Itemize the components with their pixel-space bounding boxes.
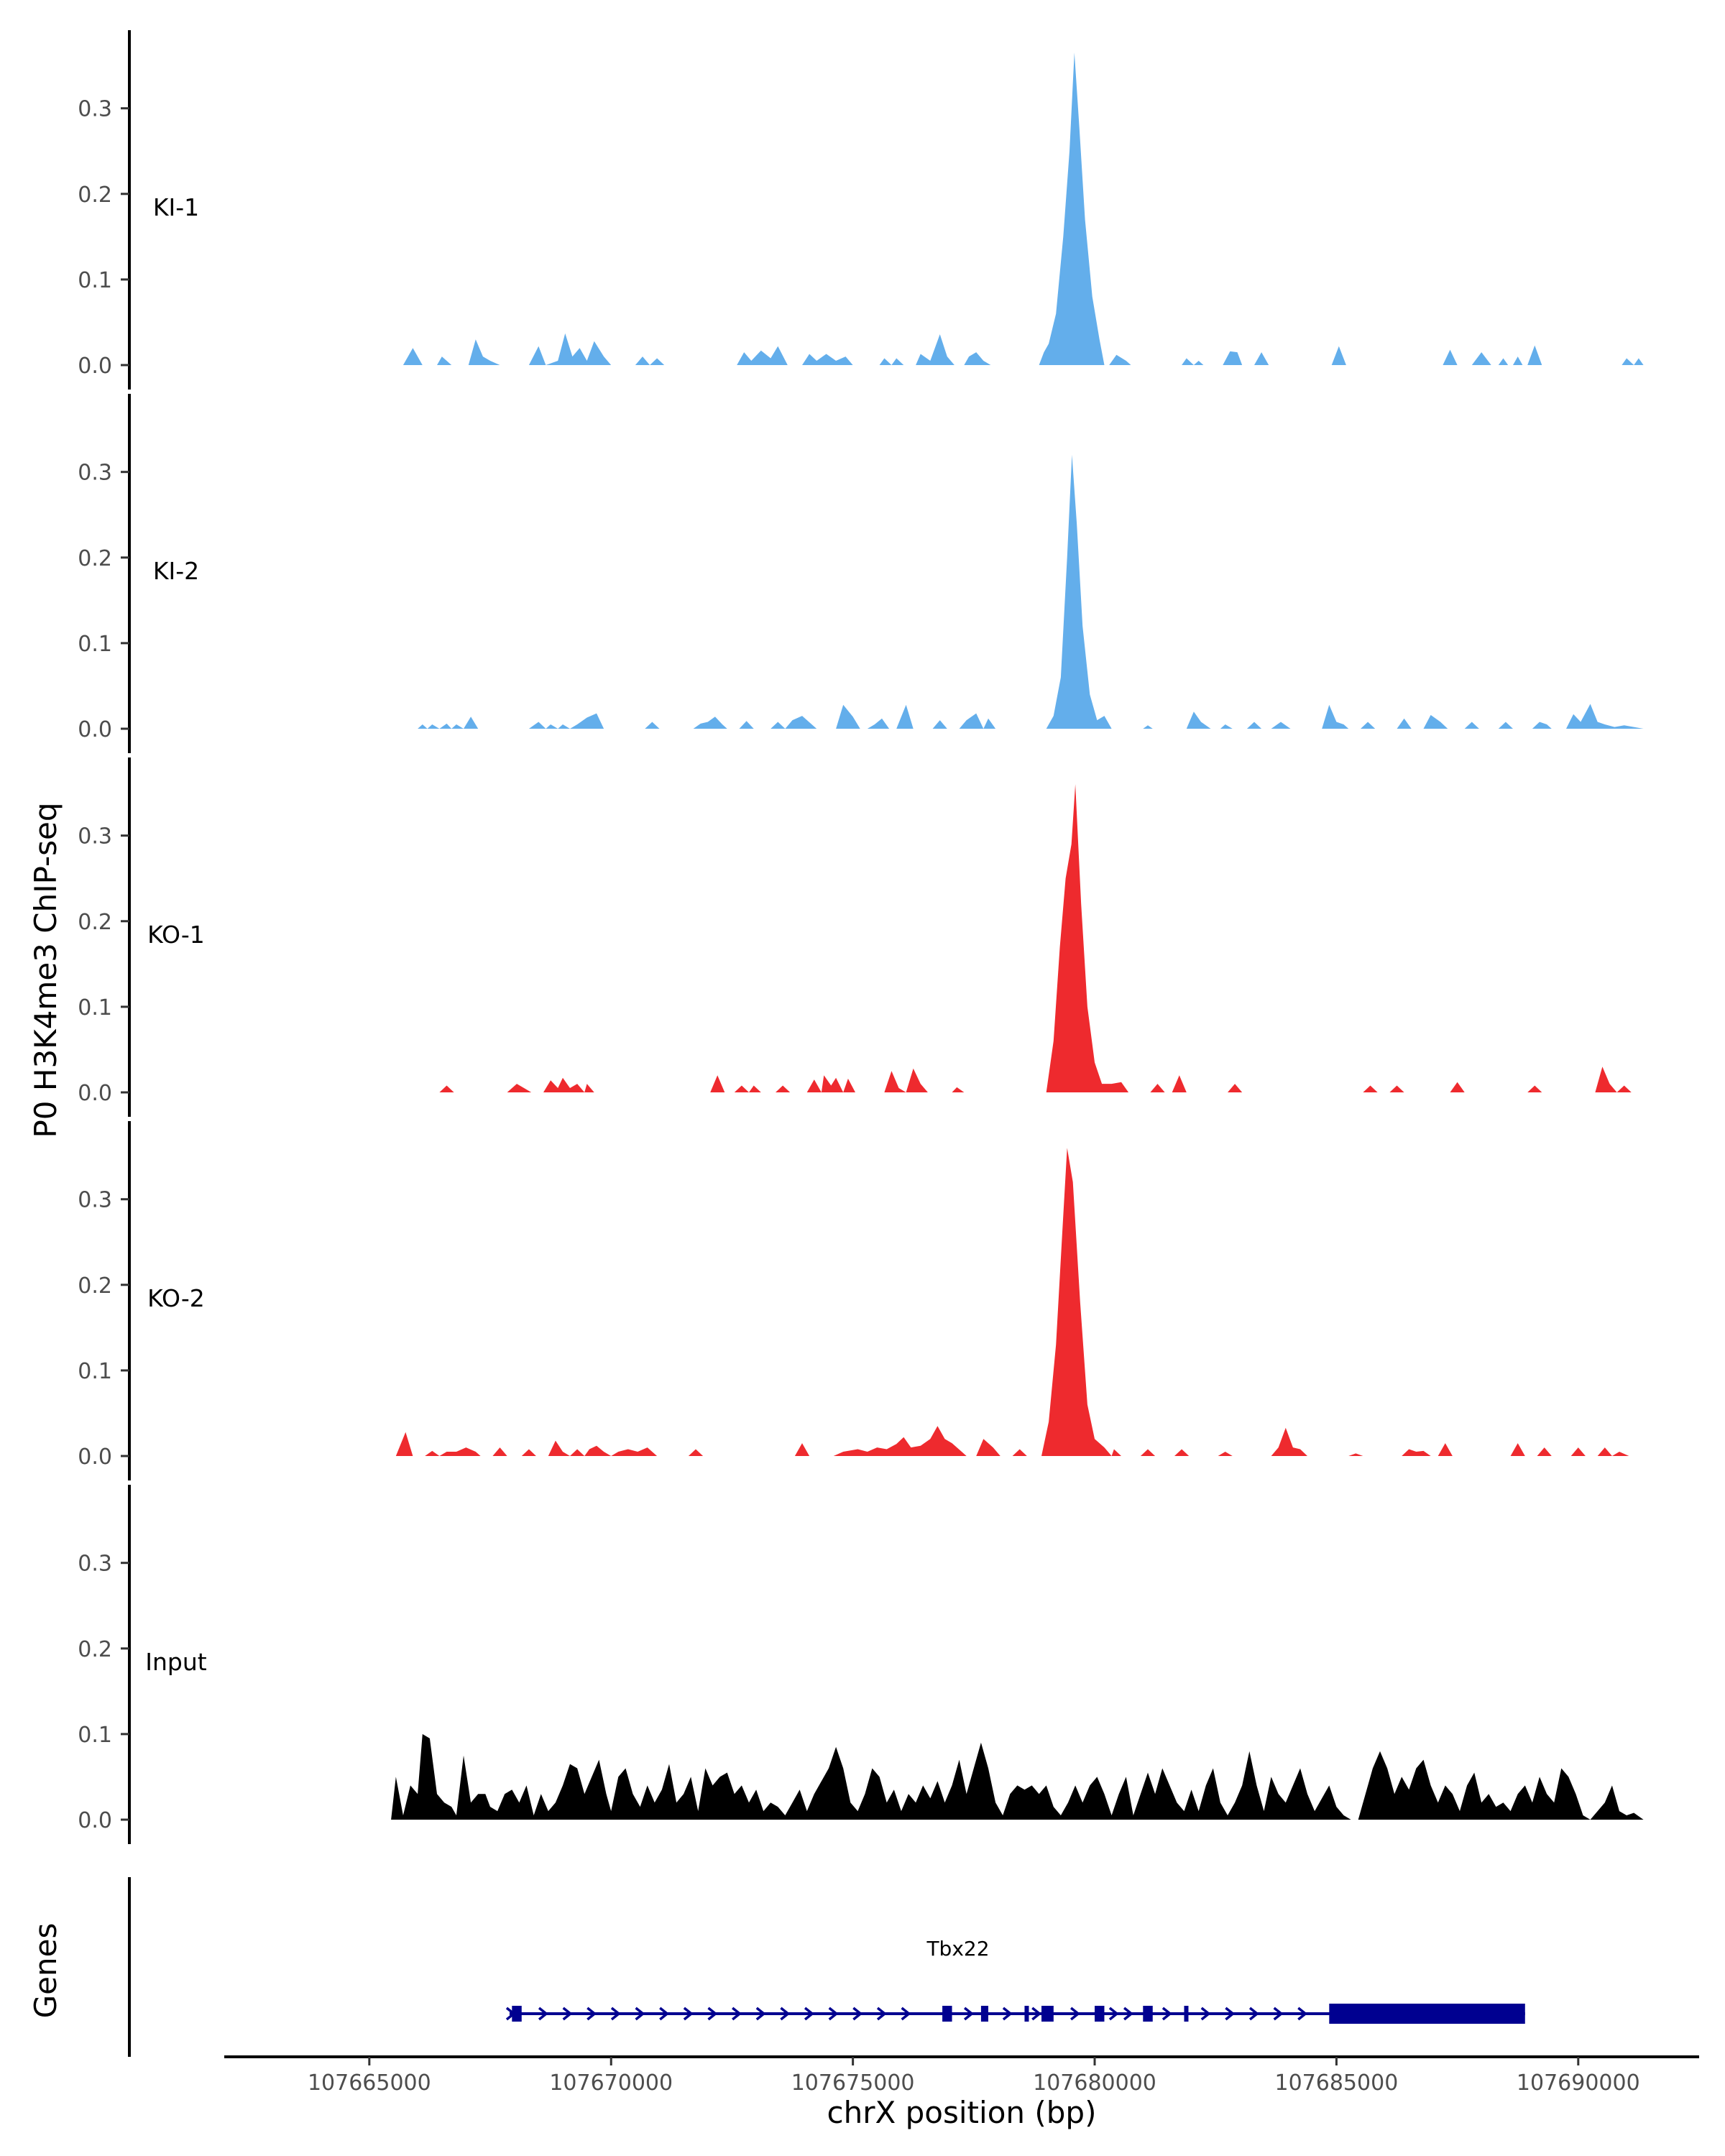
strand-arrow <box>1108 2007 1119 2021</box>
y-tick-label: 0.3 <box>78 1552 112 1577</box>
gene-track-title: Genes <box>28 1923 63 2019</box>
strand-arrow <box>755 2007 766 2021</box>
y-tick-label: 0.1 <box>78 1359 112 1384</box>
strand-arrow <box>683 2007 694 2021</box>
x-tick-label: 107690000 <box>1517 2070 1640 2096</box>
y-tick-label: 0.1 <box>78 1723 112 1748</box>
y-tick-label: 0.0 <box>78 1808 112 1833</box>
strand-arrow <box>610 2007 621 2021</box>
y-axis-title: P0 H3K4me3 ChIP-seq <box>28 802 63 1138</box>
exon-block <box>1143 2006 1153 2022</box>
y-tick-label: 0.2 <box>78 910 112 935</box>
strand-arrow <box>1297 2007 1308 2021</box>
strand-arrow <box>780 2007 791 2021</box>
strand-arrow <box>659 2007 670 2021</box>
x-axis: chrX position (bp) 107665000 107670000 107… <box>224 2055 1699 2130</box>
x-tick-label: 107680000 <box>1033 2070 1156 2096</box>
y-tick-label: 0.1 <box>78 268 112 293</box>
exon-block <box>942 2006 952 2022</box>
y-tick-label: 0.2 <box>78 546 112 571</box>
signal-area-input <box>391 1733 1644 1820</box>
strand-arrow <box>732 2007 742 2021</box>
strand-arrow <box>538 2007 548 2021</box>
track-label: KI-1 <box>153 193 199 221</box>
y-tick-label: 0.3 <box>78 97 112 122</box>
exon-block <box>1329 2004 1525 2024</box>
track-ki-2: 0.0 0.1 0.2 0.3 KI-2 <box>78 394 1644 753</box>
y-tick-label: 0.0 <box>78 717 112 742</box>
strand-arrow <box>1162 2007 1172 2021</box>
strand-arrow <box>1123 2007 1133 2021</box>
y-tick-label: 0.0 <box>78 1445 112 1470</box>
y-tick-label: 0.1 <box>78 632 112 657</box>
signal-area-ki-1 <box>402 52 1644 366</box>
track-label: KO-1 <box>147 921 205 949</box>
x-tick-label: 107675000 <box>791 2070 915 2096</box>
y-tick-label: 0.2 <box>78 1273 112 1299</box>
gene-track: Genes Tbx22 <box>28 1877 1525 2057</box>
gene-name-label: Tbx22 <box>926 1937 989 1961</box>
track-ko-2: 0.0 0.1 0.2 0.3 KO-2 <box>78 1121 1629 1480</box>
exon-block <box>980 2006 989 2022</box>
y-tick-label: 0.3 <box>78 824 112 849</box>
strand-arrow <box>804 2007 814 2021</box>
track-ko-1: 0.0 0.1 0.2 0.3 KO-1 <box>78 757 1632 1117</box>
y-tick-label: 0.0 <box>78 354 112 379</box>
signal-area-ki-2 <box>418 454 1644 729</box>
y-tick-label: 0.0 <box>78 1081 112 1106</box>
y-axis-title-group: P0 H3K4me3 ChIP-seq <box>28 802 63 1138</box>
strand-arrow <box>876 2007 887 2021</box>
strand-arrow <box>852 2007 863 2021</box>
strand-arrow <box>1273 2007 1284 2021</box>
y-tick-label: 0.3 <box>78 461 112 486</box>
strand-arrow <box>707 2007 718 2021</box>
y-tick-label: 0.2 <box>78 183 112 208</box>
exon-block <box>1184 2006 1189 2022</box>
track-input: 0.0 0.1 0.2 0.3 Input <box>78 1485 1644 1844</box>
x-axis-title: chrX position (bp) <box>827 2095 1097 2130</box>
exon-block <box>1024 2006 1029 2022</box>
strand-arrow <box>828 2007 839 2021</box>
track-label: KI-2 <box>153 557 199 585</box>
strand-arrow <box>963 2007 974 2021</box>
y-tick-label: 0.1 <box>78 995 112 1021</box>
strand-arrow <box>1070 2007 1080 2021</box>
y-tick-label: 0.3 <box>78 1188 112 1213</box>
x-tick-label: 107685000 <box>1275 2070 1399 2096</box>
x-tick-label: 107665000 <box>308 2070 431 2096</box>
strand-arrow <box>901 2007 911 2021</box>
signal-area-ko-1 <box>439 784 1632 1092</box>
x-tick-label: 107670000 <box>549 2070 673 2096</box>
strand-arrow <box>1200 2007 1211 2021</box>
signal-tracks: 0.00.10.20.3KI-10.00.10.20.3KI-20.00.10.… <box>78 30 1644 1844</box>
track-ki-1: 0.0 0.1 0.2 0.3 KI-1 <box>78 30 1644 390</box>
strand-arrow <box>1248 2007 1259 2021</box>
track-label: KO-2 <box>147 1284 205 1312</box>
strand-arrow <box>1225 2007 1236 2021</box>
exon-block <box>1095 2006 1105 2022</box>
y-tick-label: 0.2 <box>78 1637 112 1662</box>
exon-block <box>512 2006 522 2022</box>
strand-arrow <box>1002 2007 1013 2021</box>
track-label: Input <box>145 1648 207 1676</box>
signal-area-ko-2 <box>395 1148 1629 1456</box>
strand-arrow <box>586 2007 597 2021</box>
strand-arrow <box>1031 2007 1042 2021</box>
strand-arrow <box>635 2007 645 2021</box>
strand-arrow <box>505 2007 516 2021</box>
exon-block <box>1041 2006 1054 2022</box>
strand-arrow <box>562 2007 573 2021</box>
